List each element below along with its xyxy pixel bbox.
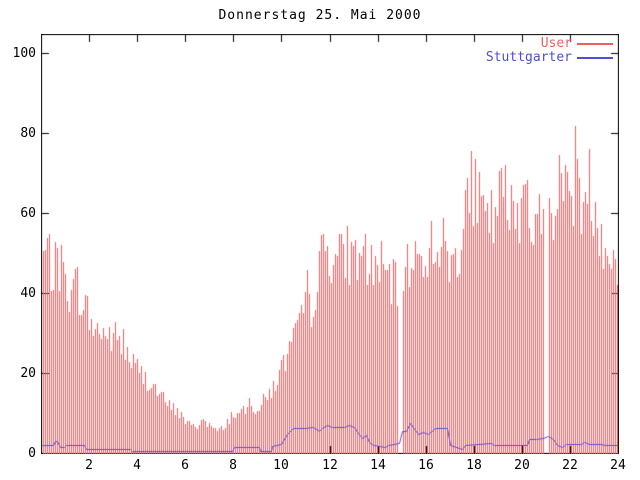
x-axis-tick-label: 12 [322, 458, 338, 473]
x-axis-tick-label: 6 [181, 458, 189, 473]
legend-entry-stuttgarter: Stuttgarter [485, 50, 572, 65]
y-axis-tick-label: 40 [20, 286, 36, 301]
y-axis-tick-label: 0 [28, 446, 36, 461]
y-axis-tick-label: 20 [20, 366, 36, 381]
x-axis-tick-label: 8 [229, 458, 237, 473]
x-axis-tick-label: 4 [133, 458, 141, 473]
legend-line-sample-stuttgarter [577, 57, 613, 59]
y-axis-tick-label: 80 [20, 126, 36, 141]
x-axis-tick-label: 2 [85, 458, 93, 473]
y-axis-tick-label: 60 [20, 206, 36, 221]
legend-line-sample-user [577, 43, 613, 45]
y-axis-tick-label: 100 [12, 46, 36, 61]
x-axis-tick-label: 24 [610, 458, 626, 473]
x-axis-tick-label: 10 [273, 458, 289, 473]
x-axis-tick-label: 20 [514, 458, 530, 473]
x-axis-tick-label: 16 [418, 458, 434, 473]
x-axis-tick-label: 22 [562, 458, 578, 473]
plot-area-canvas [41, 34, 619, 454]
x-axis-tick-label: 14 [370, 458, 386, 473]
legend-entry-user: User [540, 36, 572, 51]
chart-title: Donnerstag 25. Mai 2000 [218, 8, 422, 23]
x-axis-tick-label: 18 [466, 458, 482, 473]
